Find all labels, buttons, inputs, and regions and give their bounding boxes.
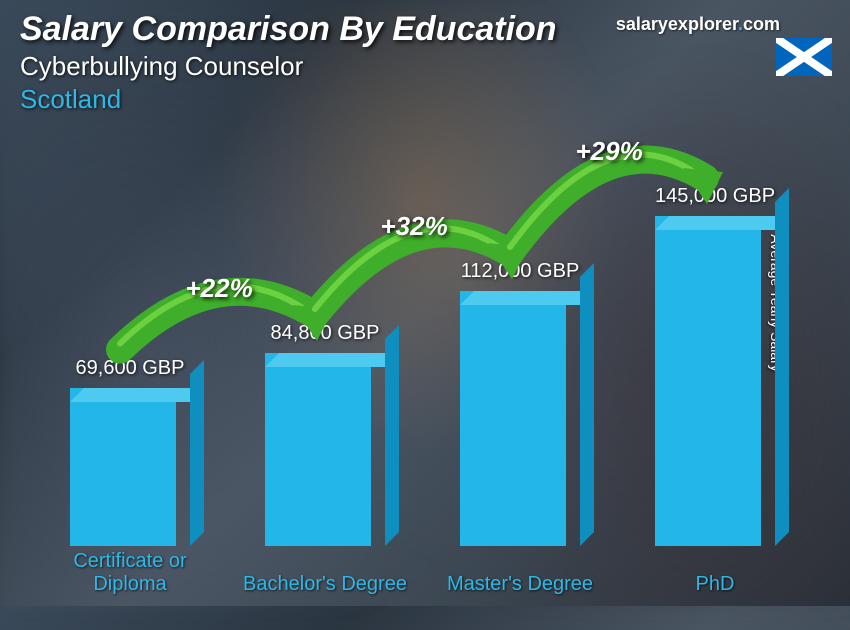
chart-subtitle: Cyberbullying Counselor	[20, 51, 830, 82]
watermark: salaryexplorer.com	[616, 14, 780, 35]
arrow-head	[683, 168, 723, 204]
chart-location: Scotland	[20, 84, 830, 115]
watermark-prefix: salaryexplorer	[616, 14, 738, 34]
arrow-arc	[510, 160, 705, 254]
arrow-svg	[30, 130, 830, 630]
watermark-suffix: com	[743, 14, 780, 34]
scotland-flag-icon	[776, 38, 832, 76]
percent-increase-label: +29%	[576, 136, 643, 167]
bar-chart: 69,600 GBPCertificate or Diploma84,800 G…	[30, 130, 800, 596]
